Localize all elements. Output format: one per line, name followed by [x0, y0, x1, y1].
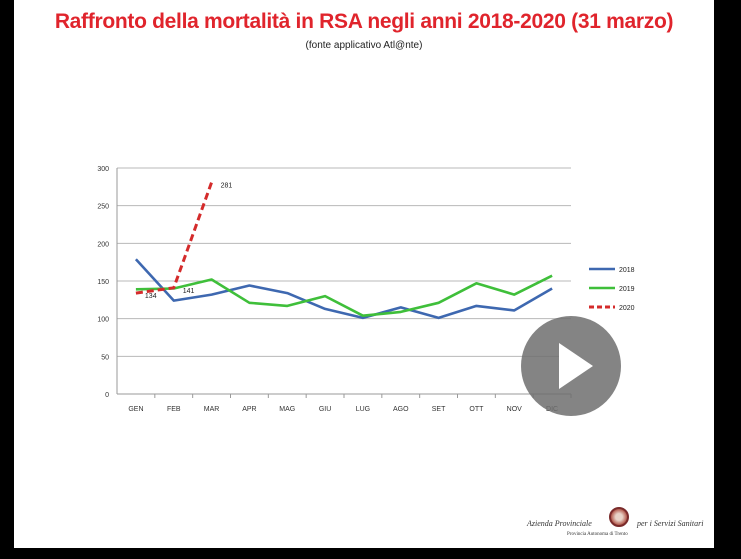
y-tick-label: 250	[97, 204, 109, 211]
x-tick-label: FEB	[167, 406, 181, 413]
x-tick-label: LUG	[356, 406, 370, 413]
y-tick-label: 0	[105, 392, 109, 399]
data-label: 141	[183, 288, 195, 295]
logo-text-line2: per i Servizi Sanitari	[637, 519, 704, 528]
logo-text-line1: Azienda Provinciale	[527, 519, 592, 528]
legend: 2018 2019 2020	[589, 267, 635, 312]
asl-logo: Azienda Provinciale per i Servizi Sanita…	[527, 505, 717, 545]
x-tick-label: GIU	[319, 406, 331, 413]
x-tick-label: MAG	[279, 406, 295, 413]
chart-grid	[116, 167, 571, 395]
series-line-2020	[135, 181, 214, 295]
logo-text-line3: Provincia Autonoma di Trento	[567, 532, 628, 537]
play-button-icon[interactable]	[521, 316, 621, 416]
slide-subtitle: (fonte applicativo Atl@nte)	[305, 40, 423, 51]
y-axis-ticks: 0 50 100 150 200 250 300	[97, 166, 109, 399]
y-tick-label: 150	[97, 279, 109, 286]
series-line-2018	[134, 258, 553, 320]
x-tick-label: APR	[242, 406, 256, 413]
series-line-2019	[135, 274, 553, 318]
data-label: 134	[145, 293, 157, 300]
slide-title: Raffronto della mortalità in RSA negli a…	[54, 10, 674, 33]
y-tick-label: 200	[97, 241, 109, 248]
right-black-bar	[714, 0, 741, 559]
x-axis-ticks: GENFEBMARAPRMAGGIULUGAGOSETOTTNOVDIC	[128, 394, 572, 413]
x-tick-label: MAR	[204, 406, 220, 413]
data-label: 281	[221, 182, 233, 189]
line-chart: 0 50 100 150 200 250 300 GEN FEB MAR APR MAG GIU LUG…	[97, 166, 635, 413]
series-lines	[134, 181, 553, 320]
legend-label-2020: 2020	[619, 305, 635, 312]
data-labels: 134 141 281	[145, 182, 232, 300]
legend-label-2019: 2019	[619, 286, 635, 293]
slide: Raffronto della mortalità in RSA negli a…	[14, 0, 714, 548]
y-tick-label: 100	[97, 317, 109, 324]
y-tick-label: 50	[101, 354, 109, 361]
y-tick-label: 300	[97, 166, 109, 173]
x-tick-label: NOV	[507, 406, 523, 413]
x-tick-label: SET	[432, 406, 446, 413]
x-tick-label: OTT	[469, 406, 484, 413]
logo-emblem-icon	[609, 507, 629, 527]
x-tick-label: AGO	[393, 406, 409, 413]
x-tick-label: GEN	[128, 406, 143, 413]
legend-label-2018: 2018	[619, 267, 635, 274]
